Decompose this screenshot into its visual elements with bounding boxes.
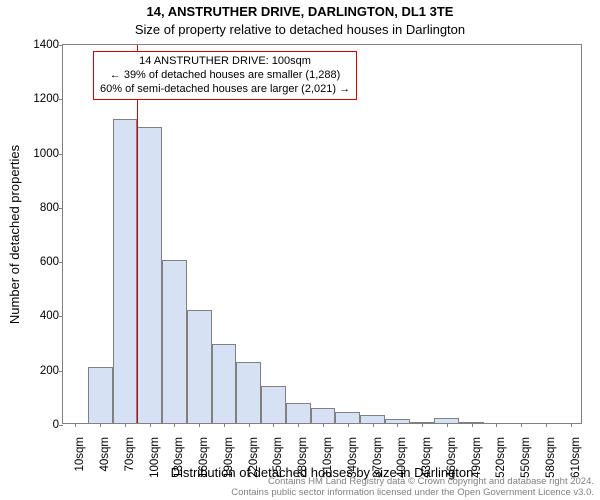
x-tick-mark [174,423,175,427]
x-tick-mark [100,423,101,427]
y-axis-label: Number of detached properties [8,144,23,323]
y-tick-label: 1200 [33,93,59,105]
y-tick-mark [59,425,63,426]
x-tick-mark [125,423,126,427]
marker-line [137,45,138,423]
y-tick-label: 600 [40,256,59,268]
x-tick-mark [422,423,423,427]
x-tick-mark [150,423,151,427]
annotation-line-1: 14 ANSTRUTHER DRIVE: 100sqm [100,55,350,69]
x-tick-mark [323,423,324,427]
x-tick-mark [546,423,547,427]
footer-line-2: Contains public sector information licen… [231,488,594,499]
annotation-line-2: ← 39% of detached houses are smaller (1,… [100,69,350,83]
y-tick-label: 400 [40,310,59,322]
annotation-line-3: 60% of semi-detached houses are larger (… [100,83,350,97]
x-tick-mark [298,423,299,427]
x-tick-mark [224,423,225,427]
chart-title: 14, ANSTRUTHER DRIVE, DARLINGTON, DL1 3T… [0,4,600,19]
footer: Contains HM Land Registry data © Crown c… [231,477,594,499]
annotation-box: 14 ANSTRUTHER DRIVE: 100sqm ← 39% of det… [93,51,357,100]
y-axis-label-wrap: Number of detached properties [8,44,22,424]
y-tick-label: 800 [40,202,59,214]
x-tick-mark [373,423,374,427]
x-tick-mark [496,423,497,427]
x-tick-mark [75,423,76,427]
y-tick-label: 1400 [33,39,59,51]
x-tick-mark [447,423,448,427]
x-ticks: 10sqm40sqm70sqm100sqm130sqm160sqm190sqm2… [63,45,581,423]
x-tick-mark [348,423,349,427]
x-tick-mark [571,423,572,427]
x-tick-mark [521,423,522,427]
x-tick-mark [273,423,274,427]
y-tick-label: 1000 [33,148,59,160]
chart-subtitle: Size of property relative to detached ho… [0,22,600,37]
x-tick-mark [249,423,250,427]
y-tick-label: 200 [40,365,59,377]
x-tick-mark [199,423,200,427]
chart-container: { "title": "14, ANSTRUTHER DRIVE, DARLIN… [0,0,600,500]
x-tick-mark [472,423,473,427]
plot-area: 0200400600800100012001400 10sqm40sqm70sq… [62,44,582,424]
x-tick-mark [397,423,398,427]
